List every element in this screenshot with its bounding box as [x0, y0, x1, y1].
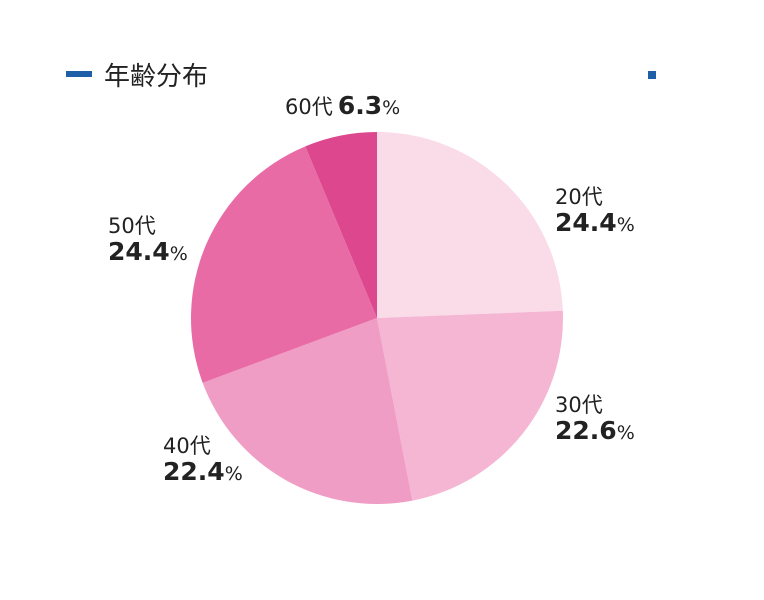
slice-unit: %: [224, 463, 243, 486]
slice-category: 40代: [163, 434, 211, 458]
slice-unit: %: [382, 97, 401, 119]
slice-value: 22.6: [555, 416, 617, 446]
slice-unit: %: [616, 422, 635, 445]
slice-category: 50代: [108, 214, 156, 238]
slice-value: 24.4: [555, 208, 617, 238]
pie-slice-2: [202, 318, 413, 504]
label-60: 60代 6.3%: [285, 91, 401, 121]
label-30: 30代 22.6%: [555, 393, 635, 446]
label-40: 40代 22.4%: [163, 434, 243, 487]
pie-slice-0: [377, 132, 563, 318]
pie-slice-4: [305, 132, 377, 318]
slice-category: 30代: [555, 393, 603, 417]
label-50: 50代 24.4%: [108, 214, 188, 267]
title-bar-icon: [66, 71, 92, 77]
slice-category: 20代: [555, 185, 603, 209]
slice-unit: %: [616, 214, 635, 237]
slice-value: 22.4: [163, 457, 225, 487]
corner-square-icon: [648, 71, 656, 79]
label-20: 20代 24.4%: [555, 185, 635, 238]
slice-value: 6.3: [337, 91, 383, 120]
slice-value: 24.4: [108, 237, 170, 267]
pie-slice-3: [190, 146, 377, 383]
chart-title: 年齢分布: [104, 62, 209, 92]
slice-unit: %: [169, 243, 188, 266]
slice-category: 60代: [285, 95, 333, 119]
pie-slice-1: [377, 310, 563, 501]
